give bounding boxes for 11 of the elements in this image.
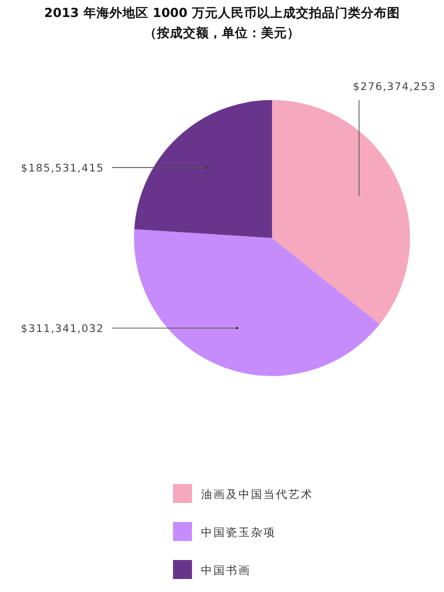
pie-slice	[134, 229, 380, 376]
chart-title: 2013 年海外地区 1000 万元人民币以上成交拍品门类分布图	[44, 5, 400, 20]
data-label: $185,531,415	[20, 162, 104, 175]
data-label: $276,374,253	[352, 81, 436, 93]
pie-slice	[272, 100, 410, 324]
legend-label: 油画及中国当代艺术	[201, 488, 314, 501]
chart-subtitle: （按成交额，单位：美元）	[144, 25, 300, 40]
legend-label: 中国瓷玉杂项	[201, 526, 276, 539]
legend-label: 中国书画	[201, 564, 251, 577]
data-label: $311,341,032	[20, 323, 104, 336]
pie-slice	[134, 100, 272, 238]
